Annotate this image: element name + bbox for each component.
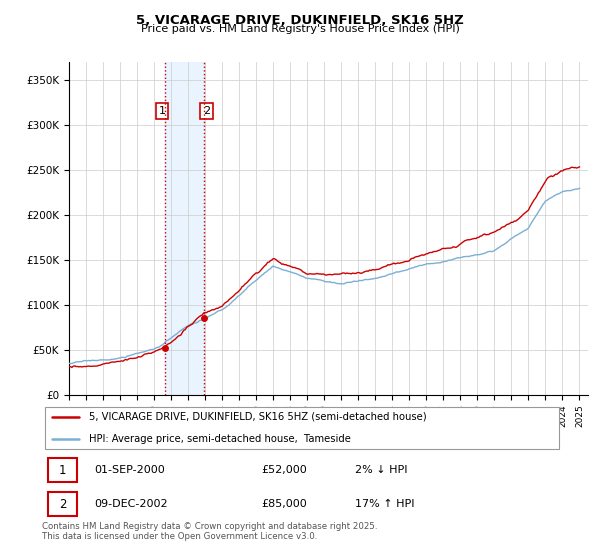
Text: 01-SEP-2000: 01-SEP-2000: [94, 465, 165, 475]
Text: 17% ↑ HPI: 17% ↑ HPI: [355, 499, 415, 509]
Text: 5, VICARAGE DRIVE, DUKINFIELD, SK16 5HZ (semi-detached house): 5, VICARAGE DRIVE, DUKINFIELD, SK16 5HZ …: [89, 412, 427, 422]
FancyBboxPatch shape: [48, 459, 77, 482]
Text: 2: 2: [59, 498, 67, 511]
Text: £85,000: £85,000: [261, 499, 307, 509]
Text: 1: 1: [59, 464, 67, 477]
FancyBboxPatch shape: [44, 407, 559, 449]
Text: 09-DEC-2002: 09-DEC-2002: [94, 499, 168, 509]
Text: 2: 2: [203, 106, 210, 116]
FancyBboxPatch shape: [48, 492, 77, 516]
Text: 1: 1: [158, 106, 166, 116]
Text: £52,000: £52,000: [261, 465, 307, 475]
Bar: [166, 62, 204, 395]
Text: Price paid vs. HM Land Registry's House Price Index (HPI): Price paid vs. HM Land Registry's House …: [140, 24, 460, 34]
Text: HPI: Average price, semi-detached house,  Tameside: HPI: Average price, semi-detached house,…: [89, 434, 351, 444]
Text: 2% ↓ HPI: 2% ↓ HPI: [355, 465, 408, 475]
Text: 5, VICARAGE DRIVE, DUKINFIELD, SK16 5HZ: 5, VICARAGE DRIVE, DUKINFIELD, SK16 5HZ: [136, 14, 464, 27]
Text: Contains HM Land Registry data © Crown copyright and database right 2025.
This d: Contains HM Land Registry data © Crown c…: [42, 522, 377, 542]
